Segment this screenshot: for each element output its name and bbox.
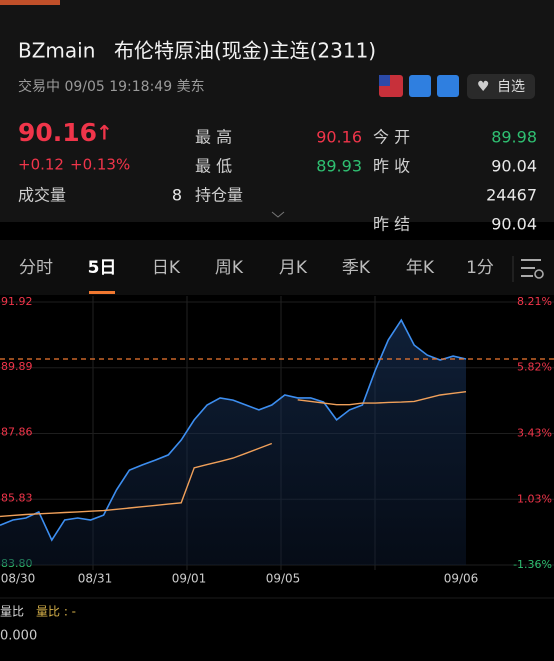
stat-label: 成交量 [18, 186, 66, 205]
trade-status: 交易中 09/05 19:18:49 美东 [18, 78, 205, 95]
x-tick-label: 09/06 [444, 572, 479, 586]
settings-icon[interactable] [521, 259, 544, 279]
change-pct: +0.13% [70, 156, 130, 174]
x-tick-label: 09/05 [266, 572, 301, 586]
tab-indicator [89, 291, 115, 294]
stat-value: 89.93 [316, 157, 362, 176]
stat-value: 90.16 [316, 128, 362, 147]
stat-value: 89.98 [491, 128, 537, 147]
y-tick-label: 87.86 [1, 426, 33, 439]
flag-icon-canton [379, 75, 390, 86]
tab[interactable]: 分时 [19, 258, 53, 278]
stat-value: 24467 [486, 186, 537, 205]
pyramid-icon [437, 75, 459, 97]
instrument-name: 布伦特原油(现金)主连(2311) [114, 39, 376, 63]
heart-icon: ♥ [477, 79, 490, 95]
tab[interactable]: 日K [152, 258, 181, 278]
stat-label: 最 高 [195, 128, 232, 147]
price-line [0, 318, 467, 542]
x-tick-label: 08/31 [78, 572, 113, 586]
lightning-icon [409, 75, 431, 97]
y2-tick-label: 3.43% [517, 426, 552, 439]
up-arrow: ↑ [96, 121, 113, 145]
volume-legend: 量比 : - [36, 605, 76, 619]
change: +0.12 [18, 156, 64, 174]
top-accent [0, 0, 60, 5]
tab[interactable]: 年K [406, 258, 435, 278]
stat-label: 昨 结 [373, 215, 410, 234]
y2-tick-label: 8.21% [517, 295, 552, 308]
icon-gear [534, 269, 544, 279]
stat-label: 今 开 [373, 128, 410, 147]
lower-panel [0, 570, 554, 657]
watch-button[interactable] [467, 74, 535, 99]
last-price: 90.16 [18, 118, 97, 147]
volume-value: 0.000 [0, 629, 37, 644]
y-tick-label: 85.83 [1, 491, 33, 504]
stat-label: 持仓量 [195, 186, 243, 205]
tab[interactable]: 1分 [466, 258, 494, 278]
stat-label: 最 低 [195, 157, 232, 176]
y-tick-label: 89.89 [1, 360, 33, 373]
tab[interactable]: 5日 [88, 258, 117, 278]
quote-panel [0, 0, 554, 222]
tab[interactable]: 周K [215, 258, 244, 278]
stat-label: 昨 收 [373, 157, 410, 176]
x-tick-label: 09/01 [172, 572, 207, 586]
average-line [0, 391, 467, 518]
stat-value: 90.04 [491, 157, 537, 176]
symbol: BZmain [18, 39, 95, 63]
expand-icon[interactable] [271, 211, 285, 218]
stat-value: 8 [172, 186, 182, 205]
tab[interactable]: 月K [279, 258, 308, 278]
y2-tick-label: 5.82% [517, 361, 552, 374]
tab[interactable]: 季K [342, 258, 371, 278]
watch-label[interactable]: 自选 [497, 79, 525, 95]
tab-bar [0, 240, 554, 295]
x-tick-label: 08/30 [1, 572, 36, 586]
stat-value: 90.04 [491, 215, 537, 234]
y2-tick-label: 1.03% [517, 492, 552, 505]
volume-title: 量比 [0, 605, 24, 619]
price-area [0, 320, 466, 565]
y2-tick-label: -1.36% [513, 558, 552, 571]
y-tick-label: 91.92 [1, 295, 33, 308]
